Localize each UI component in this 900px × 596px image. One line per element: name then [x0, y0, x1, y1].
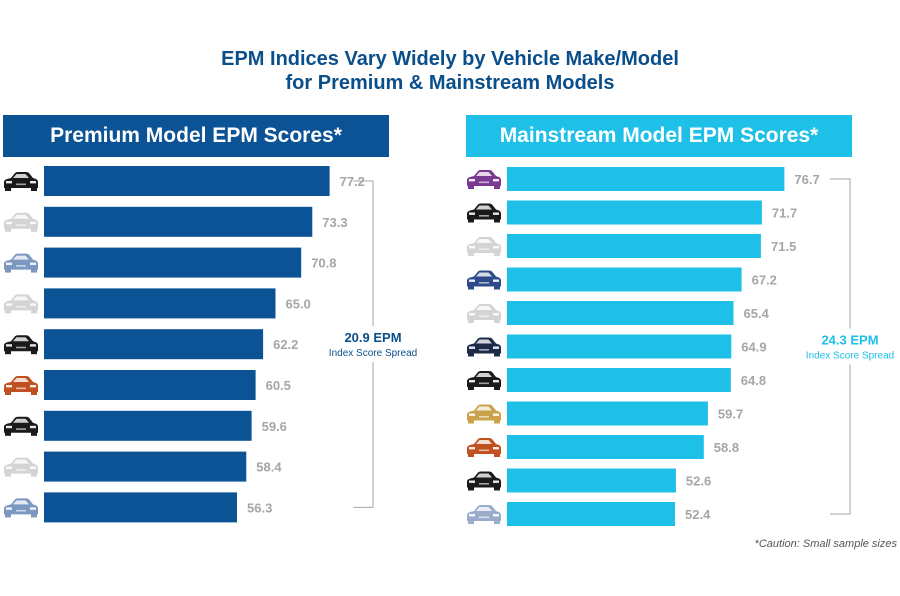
premium-car-icon [4, 253, 38, 273]
premium-car-icon [4, 416, 38, 436]
premium-car-icon [4, 294, 38, 314]
premium-value-label: 77.2 [340, 174, 365, 189]
mainstream-car-icon [467, 371, 501, 390]
mainstream-value-label: 59.7 [718, 407, 743, 422]
mainstream-value-label: 64.8 [741, 373, 766, 388]
premium-value-label: 65.0 [286, 296, 311, 311]
premium-value-label: 70.8 [311, 256, 336, 271]
premium-car-icon [4, 172, 38, 191]
mainstream-bar [507, 200, 762, 225]
mainstream-bar [507, 267, 742, 292]
mainstream-chart: 76.7 71.7 71.5 67.2 65.4 64.9 64.8 59.7 58.8 52.6… [467, 167, 894, 526]
premium-car-icon [4, 376, 38, 395]
mainstream-car-icon [467, 270, 501, 290]
premium-value-label: 59.6 [262, 419, 287, 434]
mainstream-car-icon [467, 505, 501, 524]
premium-car-icon [4, 335, 38, 355]
mainstream-car-icon [467, 337, 501, 357]
mainstream-bar [507, 301, 734, 325]
page-title-line-1: EPM Indices Vary Widely by Vehicle Make/… [221, 48, 679, 70]
mainstream-car-icon [467, 170, 501, 189]
premium-value-label: 73.3 [322, 215, 347, 230]
mainstream-chart-title: Mainstream Model EPM Scores* [499, 124, 819, 147]
mainstream-bar [507, 468, 676, 493]
premium-value-label: 58.4 [256, 460, 282, 475]
mainstream-value-label: 71.7 [772, 206, 797, 221]
premium-car-icon [4, 212, 38, 232]
mainstream-value-label: 71.5 [771, 239, 796, 254]
mainstream-spread-label: Index Score Spread [806, 351, 894, 362]
premium-car-icon [4, 498, 38, 518]
mainstream-value-label: 76.7 [794, 172, 819, 187]
premium-car-icon [4, 457, 38, 477]
mainstream-car-icon [467, 203, 501, 223]
mainstream-bar [507, 401, 708, 426]
premium-value-label: 56.3 [247, 500, 272, 515]
mainstream-value-label: 52.6 [686, 474, 711, 489]
premium-bar [44, 329, 264, 360]
mainstream-bar [507, 502, 675, 526]
mainstream-value-label: 65.4 [744, 306, 770, 321]
premium-chart: 77.2 73.3 70.8 65.0 62.2 60.5 59.6 58.4 56.3 20.9… [4, 166, 417, 523]
premium-bar [44, 288, 276, 319]
page-title-line-2: for Premium & Mainstream Models [285, 72, 615, 94]
mainstream-value-label: 58.8 [714, 440, 739, 455]
premium-bar [44, 370, 256, 400]
mainstream-value-label: 64.9 [741, 340, 766, 355]
mainstream-chart-header: Mainstream Model EPM Scores* [466, 115, 852, 157]
premium-bar [44, 451, 247, 482]
premium-bar [44, 492, 237, 523]
premium-chart-title: Premium Model EPM Scores* [50, 124, 342, 147]
mainstream-value-label: 67.2 [752, 273, 777, 288]
premium-bar [44, 206, 313, 237]
mainstream-value-label: 52.4 [685, 507, 711, 522]
mainstream-bar [507, 234, 761, 258]
mainstream-bar [507, 368, 731, 392]
mainstream-bar [507, 167, 785, 191]
mainstream-car-icon [467, 438, 501, 457]
mainstream-car-icon [467, 237, 501, 256]
mainstream-bar [507, 435, 704, 459]
premium-spread-value: 20.9 EPM [344, 330, 401, 345]
premium-value-label: 60.5 [266, 378, 291, 393]
page-title: EPM Indices Vary Widely by Vehicle Make/… [0, 47, 900, 95]
mainstream-bar [507, 334, 732, 359]
premium-chart-header: Premium Model EPM Scores* [3, 115, 389, 157]
mainstream-car-icon [467, 471, 501, 491]
mainstream-car-icon [467, 404, 501, 424]
mainstream-car-icon [467, 304, 501, 323]
premium-bar [44, 166, 330, 196]
mainstream-spread-value: 24.3 EPM [821, 333, 878, 348]
premium-bar [44, 247, 302, 278]
premium-value-label: 62.2 [273, 337, 298, 352]
premium-bar [44, 410, 252, 441]
premium-spread-label: Index Score Spread [329, 348, 417, 359]
caution-footnote: *Caution: Small sample sizes [754, 538, 897, 550]
